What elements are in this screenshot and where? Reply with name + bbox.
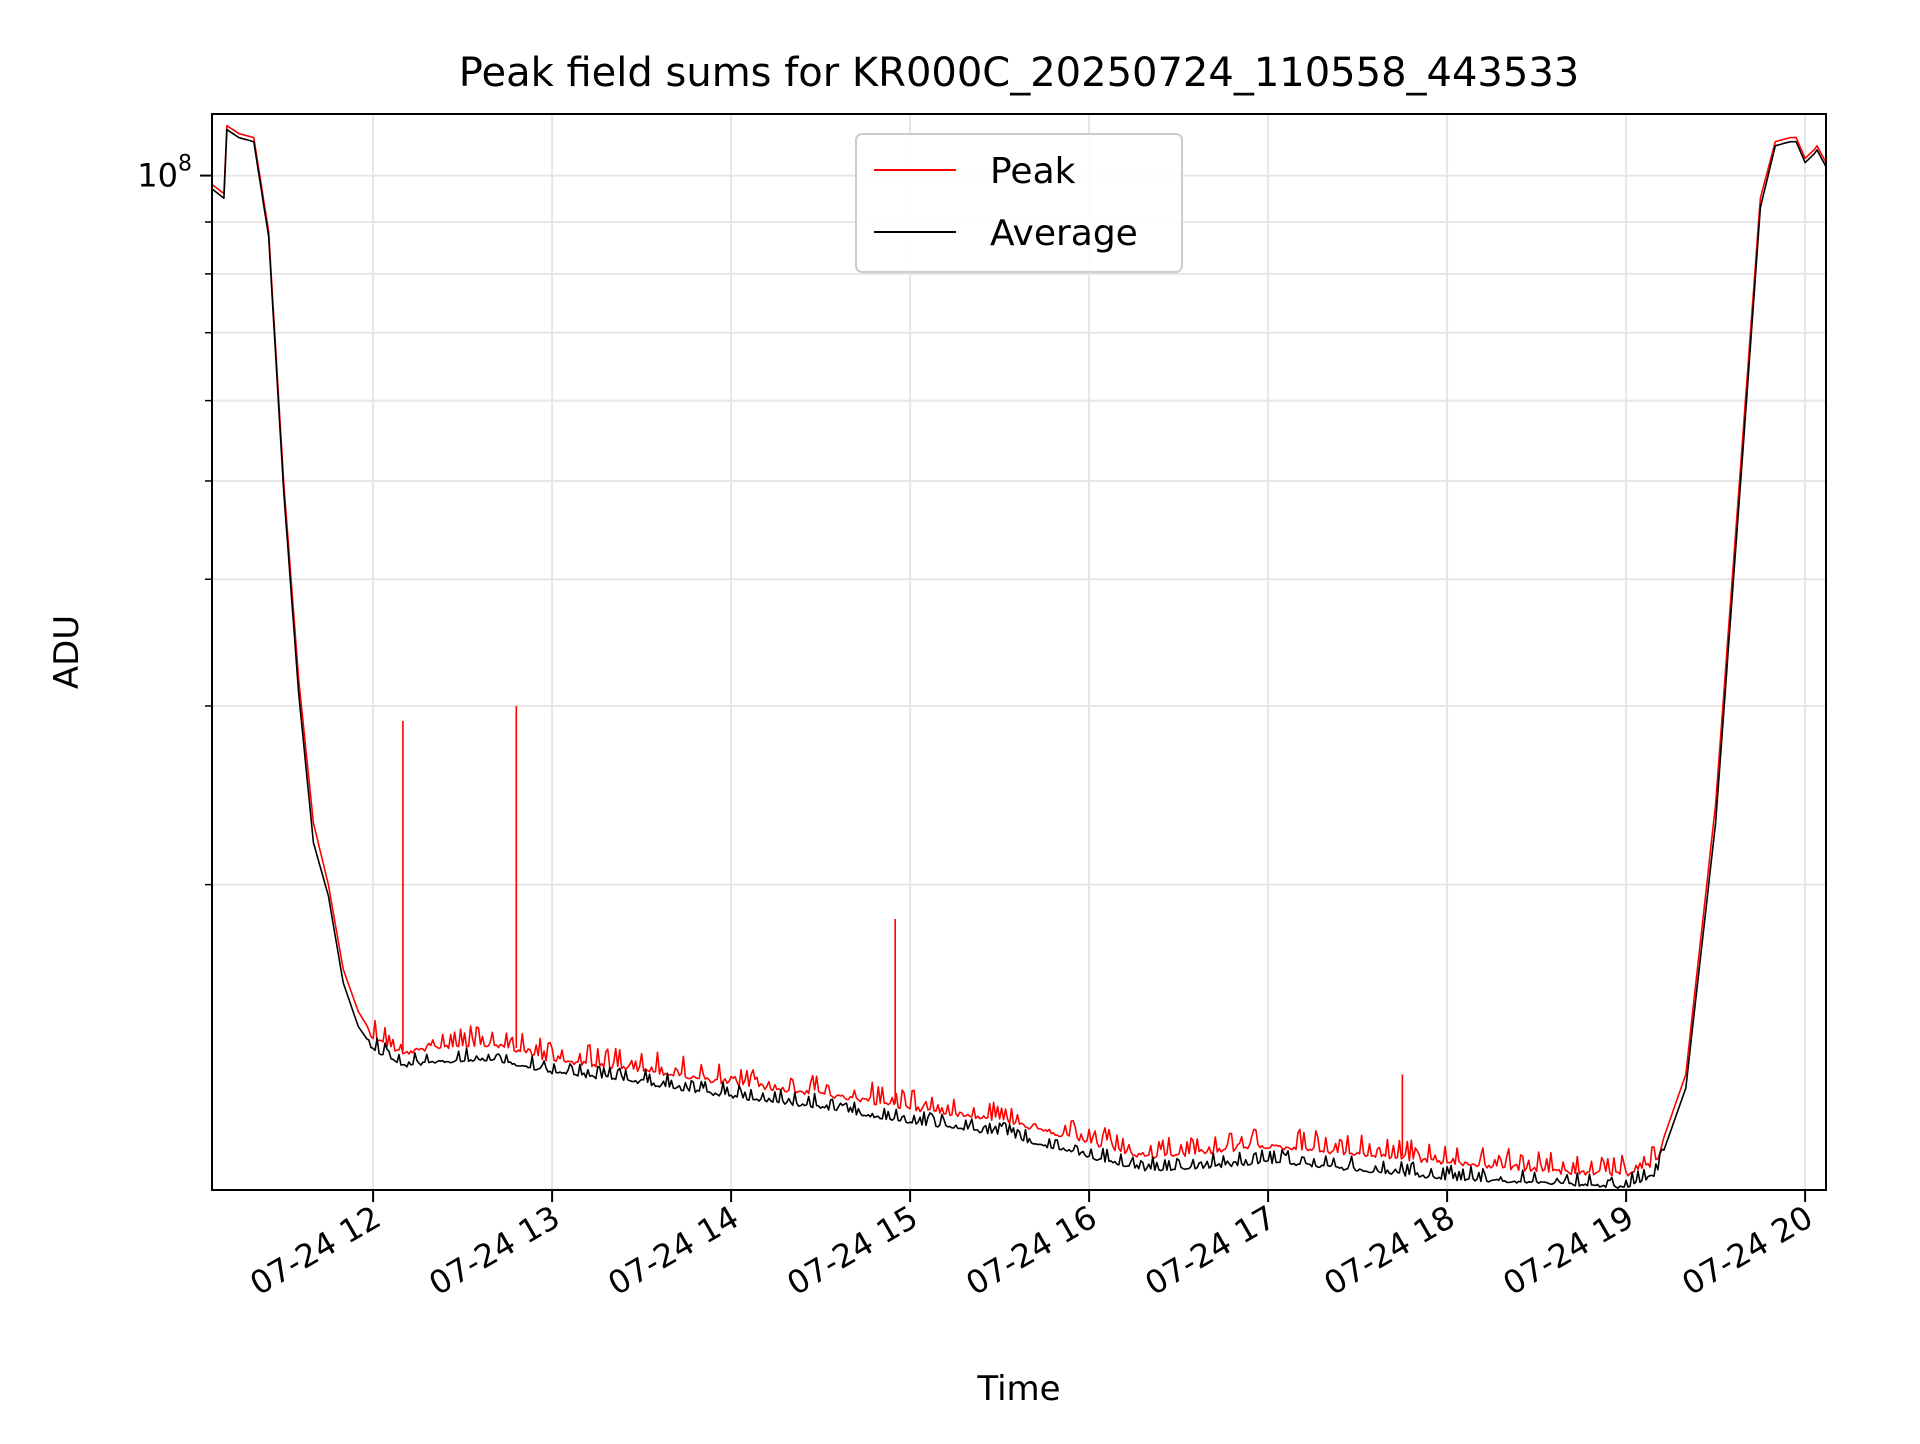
x-axis-label: Time (976, 1369, 1060, 1409)
y-tick-label: 108 (137, 152, 192, 195)
legend-label-peak: Peak (990, 151, 1076, 192)
legend-label-average: Average (990, 213, 1138, 254)
legend-box (855, 133, 1183, 273)
y-axis-label: ADU (47, 615, 87, 689)
chart-title: Peak field sums for KR000C_20250724_1105… (459, 50, 1579, 96)
grid-lines (212, 114, 1826, 1190)
series-layer (212, 124, 1826, 1189)
series-line-average (212, 128, 1826, 1189)
plot-frame (211, 113, 1827, 1191)
y-axis: 108 (137, 152, 212, 886)
series-line-peak (212, 124, 1826, 1177)
legend: Peak Average (855, 133, 1183, 273)
